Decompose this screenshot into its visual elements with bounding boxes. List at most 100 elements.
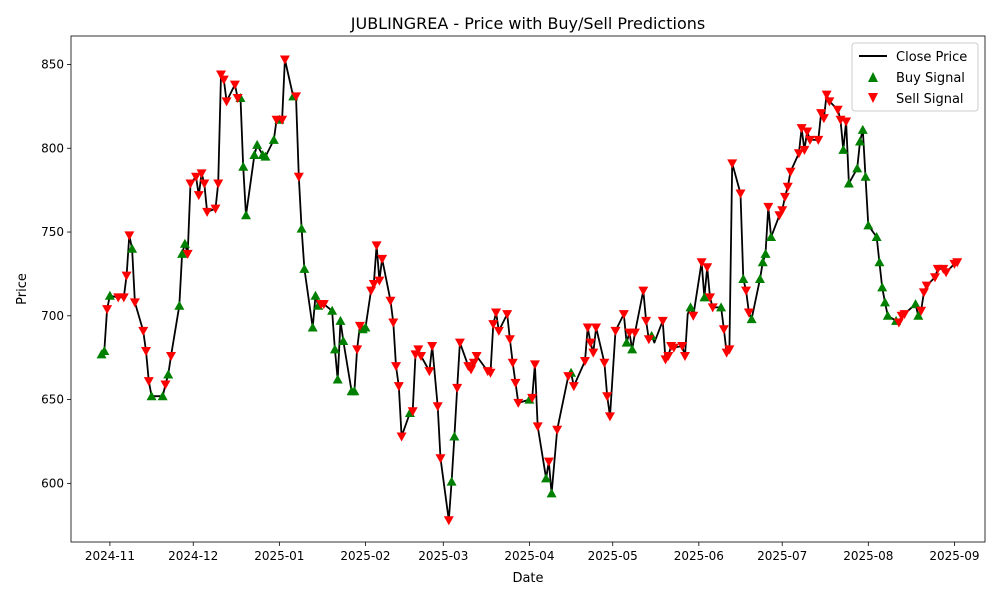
sell-signal-marker	[182, 249, 193, 259]
y-tick-label: 750	[41, 225, 64, 239]
chart-title: JUBLINGREA - Price with Buy/Sell Predict…	[350, 14, 705, 33]
y-axis: 600 650 700 750 800 850	[41, 57, 71, 490]
sell-signal-marker	[588, 348, 599, 358]
sell-signal-marker	[641, 316, 652, 326]
buy-signal-marker	[766, 232, 777, 242]
x-tick-label: 2024-11	[85, 549, 135, 563]
legend-buy-signal-label: Buy Signal	[896, 71, 965, 86]
plot-area	[96, 55, 963, 526]
buy-signal-marker	[877, 282, 888, 292]
sell-signal-marker	[918, 288, 929, 298]
sell-signal-marker	[568, 382, 579, 392]
buy-signal-marker	[874, 257, 885, 267]
buy-signal-marker	[852, 163, 863, 173]
sell-signal-marker	[354, 321, 365, 331]
buy-signal-marker	[860, 171, 871, 181]
sell-signal-marker	[743, 308, 754, 318]
sell-signal-marker	[232, 93, 243, 103]
legend-box	[851, 42, 979, 112]
sell-signal-marker	[679, 352, 690, 362]
sell-signal-marker	[391, 362, 402, 372]
sell-signal-marker	[610, 326, 621, 336]
sell-signal-marker	[124, 231, 135, 241]
sell-signal-marker	[893, 318, 904, 328]
sell-signal-marker	[366, 286, 377, 296]
buy-signal-marker	[338, 335, 349, 345]
sell-signal-marker	[407, 407, 418, 417]
sell-signal-marker	[196, 169, 207, 179]
sell-signal-marker	[452, 383, 463, 393]
buy-signal-marker	[307, 322, 318, 332]
buy-signal-marker	[871, 232, 882, 242]
sell-signal-marker	[718, 325, 729, 335]
sell-signal-marker	[696, 258, 707, 268]
sell-signal-marker	[529, 360, 540, 370]
sell-signal-marker	[543, 457, 554, 467]
sell-signal-marker	[185, 179, 196, 189]
buy-signal-marker	[546, 488, 557, 498]
sell-signal-marker	[657, 316, 668, 326]
buy-signal-marker	[360, 322, 371, 332]
sell-signal-marker	[638, 286, 649, 296]
sell-signal-marker	[216, 70, 227, 80]
sell-signal-marker	[504, 335, 515, 345]
sell-signal-marker	[166, 352, 177, 362]
buy-signal-marker	[746, 314, 757, 324]
sell-signal-marker	[777, 206, 788, 216]
buy-signal-marker	[910, 299, 921, 309]
buy-signal-marker	[127, 243, 138, 253]
sell-signal-marker	[916, 306, 927, 316]
legend-sell-signal-swatch	[868, 93, 878, 103]
sell-signal-marker	[824, 97, 835, 107]
sell-signal-marker	[371, 241, 382, 251]
x-tick-label: 2025-03	[418, 549, 468, 563]
sell-signal-marker	[552, 425, 563, 435]
x-tick-label: 2025-09	[929, 549, 979, 563]
sell-signal-marker	[388, 318, 399, 328]
sell-signal-marker	[941, 268, 952, 278]
x-tick-label: 2025-06	[674, 549, 724, 563]
sell-signal-marker	[193, 191, 204, 201]
buy-signal-marker	[163, 369, 174, 379]
sell-signal-marker	[424, 367, 435, 377]
sell-signal-marker	[763, 202, 774, 212]
buy-signal-marker	[179, 238, 190, 248]
sell-signal-marker	[643, 335, 654, 345]
sell-signal-marker	[779, 192, 790, 202]
x-tick-label: 2025-02	[340, 549, 390, 563]
buy-signal-marker	[838, 144, 849, 154]
sell-signal-marker	[443, 516, 454, 526]
sell-signal-marker	[527, 393, 538, 403]
buy-signal-marker	[716, 302, 727, 312]
buy-signal-marker	[174, 300, 185, 310]
sell-signal-marker	[821, 90, 832, 100]
buy-signal-marker	[104, 290, 115, 300]
sell-signal-marker	[952, 258, 963, 268]
sell-signal-marker	[318, 300, 329, 310]
y-tick-label: 650	[41, 393, 64, 407]
sell-signal-marker	[735, 189, 746, 199]
y-tick-label: 800	[41, 141, 64, 155]
sell-signal-marker	[688, 311, 699, 321]
sell-signal-marker	[782, 182, 793, 192]
buy-signal-marker	[310, 290, 321, 300]
buy-signal-marker	[446, 476, 457, 486]
sell-signal-marker	[293, 172, 304, 182]
buy-signal-marker	[757, 257, 768, 267]
buy-signal-marker	[627, 344, 638, 354]
sell-signal-marker	[816, 109, 827, 119]
sell-signal-marker	[832, 105, 843, 115]
buy-signal-marker	[99, 345, 110, 355]
legend-sell-signal-label: Sell Signal	[896, 92, 964, 107]
sell-signal-marker	[741, 286, 752, 296]
buy-signal-marker	[335, 315, 346, 325]
sell-signal-marker	[229, 80, 240, 90]
sell-signal-marker	[582, 323, 593, 333]
sell-signal-marker	[591, 323, 602, 333]
sell-signal-marker	[841, 117, 852, 127]
x-tick-label: 2025-07	[757, 549, 807, 563]
buy-signal-marker	[177, 248, 188, 258]
sell-signal-marker	[377, 254, 388, 264]
legend: Close Price Buy Signal Sell Signal	[851, 42, 979, 112]
